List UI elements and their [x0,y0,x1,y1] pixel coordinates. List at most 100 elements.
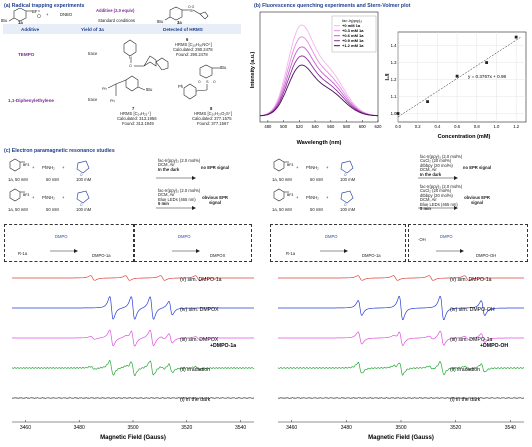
yield-diphenylethylene: trace [88,97,98,102]
stern-volmer-chart: 0.0 0.2 0.4 0.6 0.8 1.0 1.2 1.0 1.1 1.2 1.3 1.4 y =… [384,10,530,151]
epr-chart-right: 3460 3480 3500 3520 3540 Magnetic Field (Gaus… [270,262,528,447]
molecule-3a: S O O [160,5,210,25]
epr-left-xlabel: Magnetic Field (Gauss) [100,435,166,441]
fl-series-line [259,24,379,117]
right-mechanism-box [270,224,406,262]
epr-right-series-label-2: +DMPO-OH [480,343,508,349]
epr-right-x-tick-label: 3500 [395,425,406,431]
yield-tempo: trace [88,51,98,56]
header-yield: Yield of 3a [81,26,104,32]
fl-x-tick-label: 540 [312,124,320,129]
fl-legend-label: +0.3 mM 1a [342,28,364,33]
sv-xlabel: Concentration (mM) [438,134,491,140]
right-row-0-condition-4: In the dark [420,171,442,177]
fl-x-tick-label: 480 [264,124,272,129]
epr-left-series-label: (iii) sim. DMPOX [180,337,219,343]
substituent-tbu-3a: tBu [157,19,164,24]
sv-y-tick-label: 1.2 [391,77,397,82]
panel-c-title: (c) Electron paramagnetic resonance stud… [4,148,115,154]
scheme-additive: Additive (2.0 equiv) [96,8,135,13]
fl-legend-title: fac-Ir(ppy)₃ [342,18,362,23]
compound-6-number: 6 [186,37,189,42]
right-row-1-amount-phnh2: 50 mM [310,207,323,212]
left-row-0-result: no EPR signal [200,165,230,170]
hrms-8-calc: Calculated: 377.1575 [192,116,232,121]
epr-left-x-tick-label: 3460 [20,425,31,431]
right-row-1-condition-5: 5 min [420,206,431,211]
compound-7-number: 7 [132,106,135,111]
sv-fit-line [397,36,522,118]
svg-text:Ph: Ph [110,99,115,103]
left-row-1-result: obvious EPR signal [202,195,228,205]
left-row-0-amount-phnh2: 50 mM [46,177,59,182]
svg-text:O: O [80,203,83,207]
fl-x-tick-label: 620 [375,124,383,129]
svg-text:O: O [129,64,132,68]
left-row-0-plus-2: + [62,165,65,170]
substituent-tbu-7: tBu [146,87,153,92]
molecule-1a: BF 3 [6,8,42,25]
right-row-0-dmpo-molecule: O [336,159,358,177]
molecule-8: S O O [176,64,240,106]
left-row-0-phnh2: PhNH₂ [42,165,55,170]
hrms-7-found: Found: 313.1949 [122,121,154,126]
right-row-0-amount-1a: 1a, 50 mM [272,177,292,182]
epr-left-series-label: (i) in the dark [180,397,211,403]
left-row-1-amount-phnh2: 50 mM [46,207,59,212]
epr-left-spectrum [11,397,255,399]
epr-right-series-label: (ii) irradiation [450,367,480,373]
svg-text:O: O [213,80,216,84]
left-row-1-amount-1a: 1a, 50 mM [8,207,28,212]
substituent-tbu-a: tBu [1,18,8,23]
right-row-1-plus-2: + [326,195,329,200]
epr-left-x-tick-label: 3540 [235,425,246,431]
header-additive: Additive [21,26,40,32]
fl-legend-label: +0.9 mM 1a [342,38,364,43]
epr-right-x-tick-label: 3460 [286,425,297,431]
svg-text:O: O [80,173,83,177]
sv-fit-label: y = 0.3767x + 0.98 [468,74,507,79]
epr-right-series-label: (v) sim. DMPO-1a [450,277,492,283]
sv-data-point [514,35,518,39]
svg-text:S: S [206,80,209,84]
fl-plot-frame [259,11,379,123]
substituent-ph-8: Ph [178,84,184,89]
right-row-0-substrate-molecule: BF3 [270,158,294,176]
sv-x-tick-label: 0.2 [415,124,421,129]
epr-chart-left: 3460 3480 3500 3520 3540 Magnetic Field (Gaus… [4,262,258,447]
left-row-0-arrow [156,167,196,185]
epr-right-x-tick-label: 3520 [450,425,461,431]
epr-right-spectrum [278,295,524,321]
fl-x-tick-label: 520 [296,124,304,129]
reagent-dnbo: DNBO [60,12,73,17]
svg-text:BF3: BF3 [23,193,29,197]
substituent-tbu-8: tBu [220,65,227,70]
right-row-1-dmpo-molecule: O [336,189,358,207]
panel-a-title: (a) Radical trapping experiments [4,3,85,9]
epr-left-series-label: (v) sim. DMPO-1a [180,277,222,283]
epr-left-spectrum [12,275,254,281]
epr-right-series-label: (i) in the dark [450,397,481,403]
sv-data-point [455,74,459,78]
epr-right-series-label: (iv) sim. DMPO-OH [450,307,495,313]
right-row-1-amount-dmpo: 100 mM [340,207,356,212]
left-row-1-amount-dmpo: 100 mM [76,207,92,212]
right-dmpo-arrow-label: DMPO [325,234,338,239]
additive-diphenylethylene: 1,1-Diphenylethylene [8,98,54,103]
right-row-1-result: obvious EPR signal [464,195,490,205]
sv-data-point [485,61,489,64]
left-row-0-substrate-molecule: BF3 [6,158,30,176]
sv-data-point [396,112,400,115]
svg-text:O O: O O [188,5,195,9]
molecule-6: N O [120,36,184,70]
sv-x-tick-label: 0.4 [434,124,440,129]
epr-left-x-tick-label: 3520 [181,425,192,431]
epr-right-series-label: (iii) sim. DMPO-1a [450,337,492,343]
epr-right-x-tick-label: 3540 [505,425,516,431]
epr-right-x-tick-label: 3480 [341,425,352,431]
left-dmpox-box [134,224,252,262]
left-dmpox-arrow-label: DMPO [178,234,191,239]
right-arrow [320,240,348,258]
left-row-0-dmpo-molecule: O [72,159,94,177]
sv-x-tick-label: 0.8 [474,124,480,129]
